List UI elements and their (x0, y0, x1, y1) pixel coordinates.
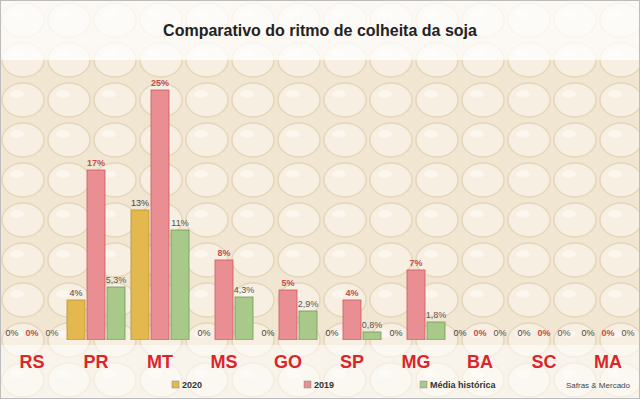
bar (343, 300, 361, 340)
data-label: 0% (557, 328, 570, 338)
bar (491, 340, 509, 341)
legend-swatch (420, 381, 427, 388)
category-label: MA (594, 352, 622, 372)
data-label: 0% (325, 328, 338, 338)
bar (87, 170, 105, 340)
bar (235, 297, 253, 340)
bar (151, 90, 169, 340)
chart-root: Comparativo do ritmo de colheita da soja… (0, 0, 640, 399)
legend-label: Média histórica (430, 380, 497, 390)
bar (323, 340, 341, 341)
data-label: 0% (473, 328, 486, 338)
data-label: 13% (131, 198, 149, 208)
bar (67, 300, 85, 340)
data-label: 25% (151, 78, 169, 88)
bar (555, 340, 573, 341)
data-label: 4% (69, 288, 82, 298)
bar (471, 340, 489, 341)
data-label: 0% (517, 328, 530, 338)
category-label: MG (402, 352, 431, 372)
bar (259, 340, 277, 341)
data-labels: 0% 4% 13% 0% 0% 0% 0% 0% 0% 0% 0% 17% 25% 8% 5% 4% 7% 0% 0… (5, 78, 634, 338)
bar (107, 287, 125, 340)
chart-svg: Comparativo do ritmo de colheita da soja… (0, 0, 640, 399)
category-label: PR (83, 352, 108, 372)
data-label: 0% (601, 328, 614, 338)
data-label: 0% (261, 328, 274, 338)
data-label: 11% (171, 218, 188, 228)
data-label: 0% (5, 328, 18, 338)
category-label: MS (211, 352, 238, 372)
legend-label: 2019 (314, 380, 334, 390)
bar (599, 340, 617, 341)
data-label: 0% (197, 328, 210, 338)
bars (67, 90, 445, 340)
bar (579, 340, 597, 341)
bar (451, 340, 469, 341)
data-label: 0% (45, 328, 58, 338)
bar (387, 340, 405, 341)
bar (215, 260, 233, 340)
data-label: 0% (581, 328, 594, 338)
bar (195, 340, 213, 341)
category-label: BA (467, 352, 493, 372)
legend-label: 2020 (182, 380, 202, 390)
bar (407, 270, 425, 340)
bar (171, 230, 189, 340)
title: Comparativo do ritmo de colheita da soja (163, 22, 477, 39)
bar (279, 290, 297, 340)
bar (619, 340, 637, 341)
data-label: 8% (217, 248, 230, 258)
category-label: MT (147, 352, 173, 372)
data-label: 0% (537, 328, 550, 338)
bar (43, 340, 61, 341)
data-label: 1,8% (426, 310, 447, 320)
category-label: RS (19, 352, 44, 372)
data-label: 0,8% (362, 320, 383, 330)
label-band (0, 345, 640, 399)
frame (1, 1, 640, 399)
data-label: 0% (25, 328, 38, 338)
bar (3, 340, 21, 341)
category-label: SC (531, 352, 556, 372)
category-label: GO (274, 352, 302, 372)
bar (535, 340, 553, 341)
legend-swatch (172, 381, 179, 388)
data-label: 5% (281, 278, 294, 288)
data-label: 0% (389, 328, 402, 338)
data-label: 0% (621, 328, 634, 338)
data-label: 0% (453, 328, 466, 338)
bar (427, 322, 445, 340)
data-label: 7% (409, 258, 422, 268)
bar (23, 340, 41, 341)
title-band (0, 0, 640, 60)
data-label: 0% (493, 328, 506, 338)
legend-swatch (304, 381, 311, 388)
data-label: 17% (87, 158, 105, 168)
source-note: Safras & Mercado (566, 381, 631, 390)
data-label: 5,3% (106, 275, 127, 285)
bar (515, 340, 533, 341)
background (0, 0, 640, 399)
data-label: 4,3% (234, 285, 255, 295)
bar (299, 311, 317, 340)
data-label: 2,9% (298, 299, 319, 309)
data-label: 4% (345, 288, 358, 298)
bar (363, 332, 381, 340)
bar (131, 210, 149, 340)
category-label: SP (340, 352, 364, 372)
